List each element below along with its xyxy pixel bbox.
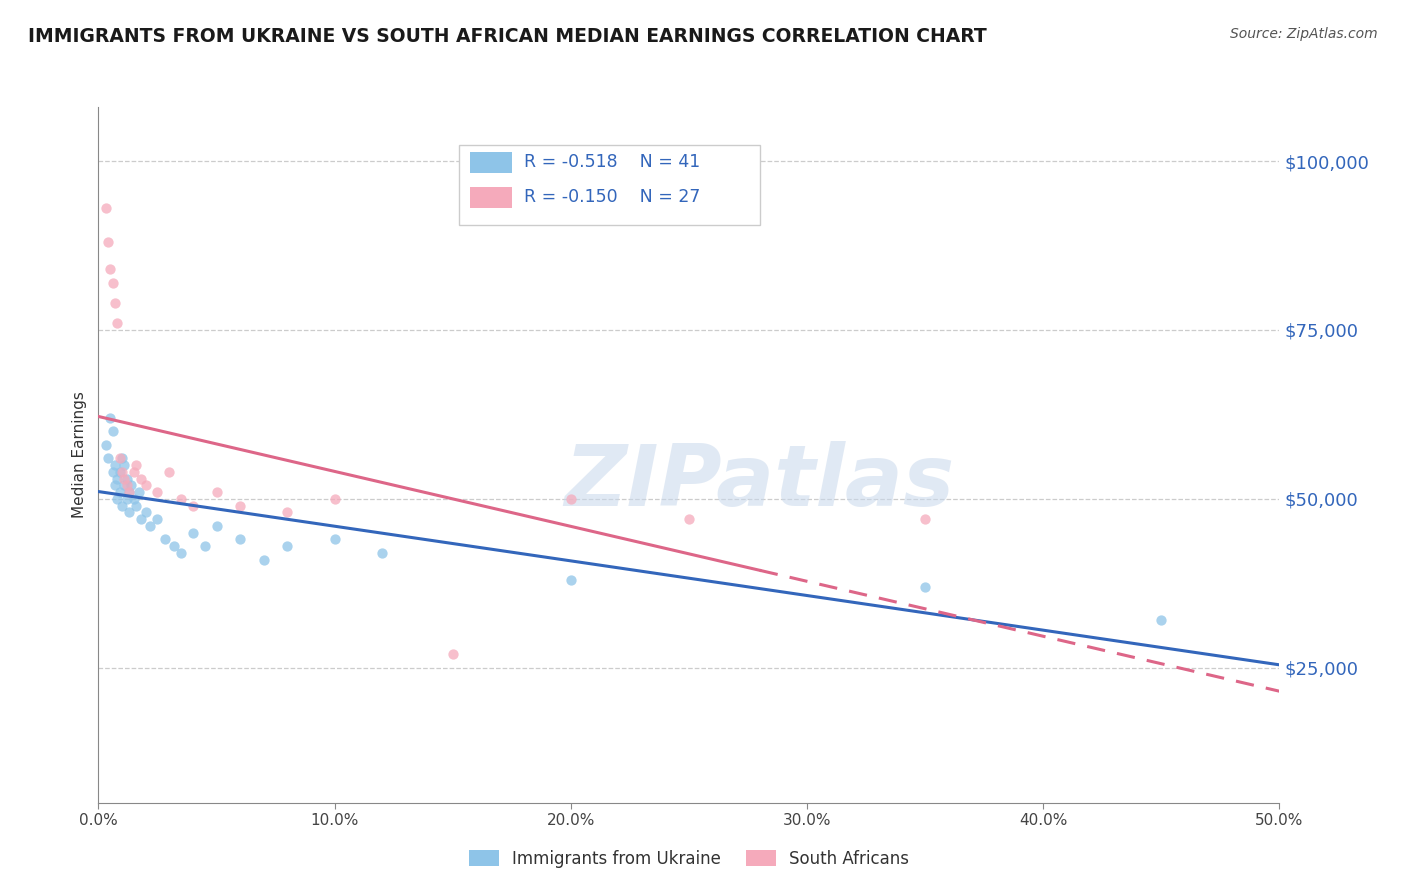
Point	[118, 505, 141, 519]
Point	[104, 458, 127, 472]
Point	[253, 552, 276, 566]
Point	[181, 525, 204, 540]
Point	[1150, 614, 1173, 628]
Point	[115, 491, 138, 506]
Text: R = -0.150    N = 27: R = -0.150 N = 27	[523, 188, 700, 206]
Point	[105, 316, 128, 330]
FancyBboxPatch shape	[471, 153, 512, 173]
Point	[170, 491, 193, 506]
Point	[170, 546, 193, 560]
Point	[205, 485, 228, 500]
Point	[129, 512, 152, 526]
Text: R = -0.518    N = 41: R = -0.518 N = 41	[523, 153, 700, 171]
Point	[276, 505, 298, 519]
Point	[94, 438, 117, 452]
Point	[129, 472, 152, 486]
Point	[128, 485, 150, 500]
Point	[105, 491, 128, 506]
Point	[105, 472, 128, 486]
Point	[111, 451, 134, 466]
FancyBboxPatch shape	[458, 145, 759, 226]
Point	[371, 546, 394, 560]
Point	[125, 458, 148, 472]
Point	[323, 491, 346, 506]
Point	[181, 499, 204, 513]
Point	[118, 485, 141, 500]
Text: Source: ZipAtlas.com: Source: ZipAtlas.com	[1230, 27, 1378, 41]
Point	[112, 458, 135, 472]
Point	[104, 478, 127, 492]
Point	[146, 485, 169, 500]
Point	[111, 465, 134, 479]
Point	[135, 505, 157, 519]
Point	[441, 647, 464, 661]
Point	[125, 499, 148, 513]
Point	[98, 262, 121, 277]
Point	[276, 539, 298, 553]
Point	[914, 512, 936, 526]
Point	[135, 478, 157, 492]
Point	[118, 485, 141, 500]
Point	[115, 472, 138, 486]
Point	[205, 519, 228, 533]
Point	[560, 573, 582, 587]
Point	[229, 533, 252, 547]
Point	[115, 478, 138, 492]
Y-axis label: Median Earnings: Median Earnings	[72, 392, 87, 518]
Point	[97, 235, 120, 249]
Point	[108, 485, 131, 500]
Point	[101, 424, 124, 438]
FancyBboxPatch shape	[471, 187, 512, 208]
Point	[111, 499, 134, 513]
Point	[194, 539, 217, 553]
Point	[678, 512, 700, 526]
Point	[112, 472, 135, 486]
Point	[94, 202, 117, 216]
Point	[146, 512, 169, 526]
Point	[108, 451, 131, 466]
Point	[560, 491, 582, 506]
Point	[104, 296, 127, 310]
Point	[323, 533, 346, 547]
Point	[122, 491, 145, 506]
Point	[108, 465, 131, 479]
Point	[98, 410, 121, 425]
Point	[97, 451, 120, 466]
Point	[153, 533, 176, 547]
Point	[163, 539, 186, 553]
Point	[101, 276, 124, 290]
Point	[157, 465, 180, 479]
Point	[101, 465, 124, 479]
Point	[229, 499, 252, 513]
Point	[122, 465, 145, 479]
Point	[121, 478, 143, 492]
Text: IMMIGRANTS FROM UKRAINE VS SOUTH AFRICAN MEDIAN EARNINGS CORRELATION CHART: IMMIGRANTS FROM UKRAINE VS SOUTH AFRICAN…	[28, 27, 987, 45]
Point	[112, 478, 135, 492]
Point	[914, 580, 936, 594]
Text: ZIPatlas: ZIPatlas	[565, 442, 955, 524]
Legend: Immigrants from Ukraine, South Africans: Immigrants from Ukraine, South Africans	[463, 843, 915, 874]
Point	[139, 519, 162, 533]
